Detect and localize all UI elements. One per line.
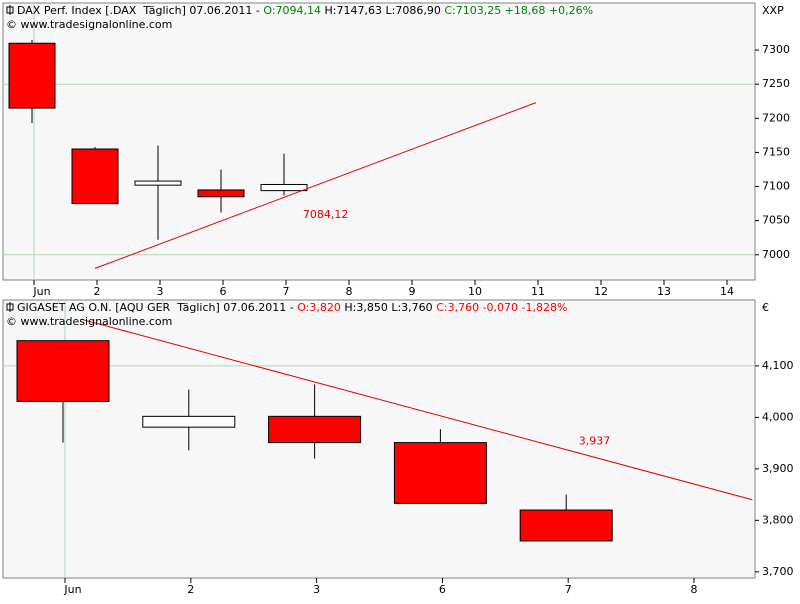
candle-body	[393, 442, 487, 504]
x-tick-label: 8	[691, 583, 698, 596]
y-tick-label: 4,100	[762, 359, 794, 372]
axis-unit: €	[762, 301, 769, 314]
x-tick-label: 10	[468, 285, 482, 298]
trendline-label: 7084,12	[303, 208, 349, 221]
y-tick-label: 7300	[762, 43, 790, 56]
y-tick-label: 3,900	[762, 462, 794, 475]
header: DAX Perf. Index [.DAX Täglich] 07.06.201…	[17, 4, 593, 17]
y-tick-label: 7000	[762, 248, 790, 261]
header-part: DAX Perf. Index [.DAX Täglich] 07.06.201…	[17, 4, 263, 17]
x-tick-label: 2	[94, 285, 101, 298]
x-tick-label: 6	[439, 583, 446, 596]
y-tick-label: 7100	[762, 180, 790, 193]
header-icon	[6, 302, 14, 312]
candle-body	[519, 509, 613, 542]
axis-unit: XXP	[762, 4, 784, 17]
y-tick-label: 4,000	[762, 410, 794, 423]
x-tick-label: 3	[157, 285, 164, 298]
x-tick-label: 12	[594, 285, 608, 298]
candle-body	[8, 42, 56, 109]
trendline	[80, 318, 753, 501]
candle-body	[142, 415, 236, 428]
x-tick-label: 14	[720, 285, 734, 298]
candle-body	[134, 180, 182, 186]
x-tick-label: 3	[313, 583, 320, 596]
copyright: © www.tradesignalonline.com	[6, 18, 172, 31]
y-tick-label: 3,700	[762, 565, 794, 578]
copyright: © www.tradesignalonline.com	[6, 315, 172, 328]
trendline	[94, 102, 537, 269]
candle-body	[268, 415, 362, 444]
trendline-label: 3,937	[579, 435, 611, 448]
y-tick-label: 7250	[762, 77, 790, 90]
y-tick-label: 7150	[762, 145, 790, 158]
y-tick-label: 7050	[762, 214, 790, 227]
x-tick-label: 13	[657, 285, 671, 298]
x-tick-label: 2	[187, 583, 194, 596]
y-tick-label: 7200	[762, 111, 790, 124]
plot-area	[2, 299, 756, 579]
y-tick-label: 3,800	[762, 513, 794, 526]
x-tick-label: 11	[531, 285, 545, 298]
x-tick-label: 9	[409, 285, 416, 298]
header-part: H:3,850 L:3,760	[341, 301, 436, 314]
x-tick-label: 8	[346, 285, 353, 298]
header-part: C:3,760 -0,070 -1,828%	[436, 301, 567, 314]
candle-body	[71, 148, 119, 205]
header-part: O:7094,14	[263, 4, 321, 17]
header-part: C:7103,25 +18,68 +0,26%	[444, 4, 593, 17]
header-part: H:7147,63 L:7086,90	[321, 4, 444, 17]
x-tick-label: Jun	[63, 583, 81, 596]
candle-body	[16, 340, 110, 402]
header-icon	[6, 5, 14, 15]
x-tick-label: 7	[565, 583, 572, 596]
candle-body	[260, 183, 308, 192]
x-tick-label: Jun	[32, 285, 50, 298]
x-tick-label: 7	[283, 285, 290, 298]
header-part: O:3,820	[297, 301, 341, 314]
x-tick-label: 6	[220, 285, 227, 298]
plot-area	[2, 2, 756, 281]
header: GIGASET AG O.N. [AQU GER Täglich] 07.06.…	[17, 301, 567, 314]
candle-body	[197, 189, 245, 198]
header-part: GIGASET AG O.N. [AQU GER Täglich] 07.06.…	[17, 301, 297, 314]
